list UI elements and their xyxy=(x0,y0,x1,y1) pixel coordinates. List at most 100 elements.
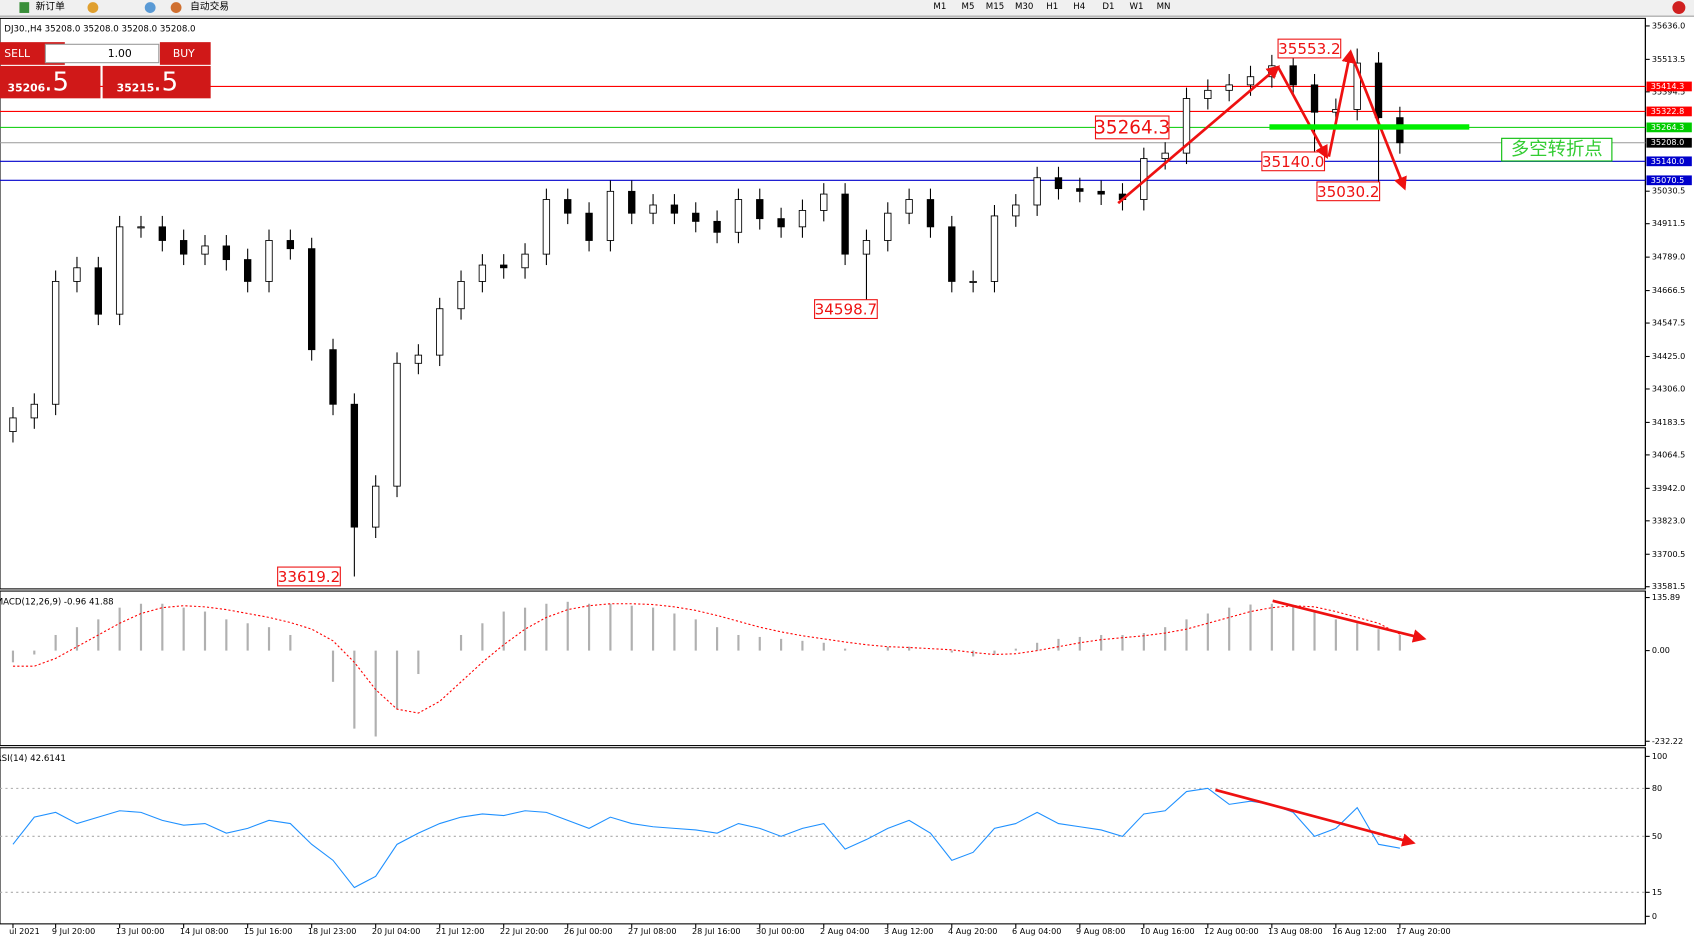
candle-body xyxy=(862,240,871,255)
candle-body xyxy=(884,212,892,241)
x-tick-label: 14 Jul 08:00 xyxy=(180,926,229,936)
y-tick-label: 50 xyxy=(1652,831,1662,841)
candle-body xyxy=(73,267,81,282)
y-tick-label: 34911.5 xyxy=(1652,218,1685,228)
y-tick-label: 33581.5 xyxy=(1652,581,1685,591)
candle-body xyxy=(564,199,572,214)
rsi-line xyxy=(12,787,1400,889)
candle-body xyxy=(1012,204,1020,217)
x-tick-label: 18 Jul 23:00 xyxy=(308,926,357,936)
timeframe-button[interactable]: M30 xyxy=(1015,2,1033,12)
panel-title: DJ30.,H4 35208.0 35208.0 35208.0 35208.0 xyxy=(4,25,195,35)
y-tick-label: 34306.0 xyxy=(1652,383,1685,393)
lots-input[interactable] xyxy=(44,43,160,64)
x-tick-label: 27 Jul 08:00 xyxy=(628,926,677,936)
price-tag xyxy=(1646,106,1692,117)
candle-body xyxy=(521,253,529,269)
x-tick-label: 10 Aug 16:00 xyxy=(1140,926,1195,936)
panel-title: RSI(14) 42.6141 xyxy=(0,754,66,764)
callout: 多空转折点 xyxy=(1511,139,1603,160)
icon[interactable] xyxy=(87,2,99,13)
candle-body xyxy=(1097,190,1105,195)
candle-body xyxy=(115,226,124,315)
candle-body xyxy=(1396,117,1404,144)
arrow xyxy=(1215,788,1416,847)
y-tick-label: 33700.5 xyxy=(1652,549,1685,559)
timeframe-button[interactable]: D1 xyxy=(1102,2,1114,12)
x-tick-label: 28 Jul 16:00 xyxy=(692,926,741,936)
price-label: 35264.3 xyxy=(1094,117,1170,138)
icon xyxy=(170,2,182,13)
timeframe-button[interactable]: M15 xyxy=(986,2,1004,12)
candle-body xyxy=(756,199,764,220)
y-tick-label: -232.22 xyxy=(1652,736,1683,746)
timeframe-button[interactable]: MN xyxy=(1157,2,1171,12)
price-tag xyxy=(1646,137,1692,148)
timeframe-button[interactable]: M1 xyxy=(933,2,946,12)
sell-label: SELL xyxy=(4,47,30,60)
buy-label: BUY xyxy=(173,47,195,60)
price-label-box xyxy=(1316,181,1381,202)
x-tick-label: 21 Jul 12:00 xyxy=(436,926,485,936)
timeframe-button[interactable]: M5 xyxy=(962,2,975,12)
candle-body xyxy=(1033,177,1041,206)
candle-body xyxy=(436,308,444,356)
price-label: 35030.2 xyxy=(1317,183,1379,201)
one-click-panel: SELL 1.00 BUY 35206 .5 35215 .5 xyxy=(0,42,211,99)
arrow xyxy=(1117,65,1281,205)
alert-icon[interactable] xyxy=(1672,1,1686,15)
y-tick-label: 34183.5 xyxy=(1652,417,1685,427)
price-tag-label: 35208.0 xyxy=(1651,137,1684,147)
x-tick-label: 2 Aug 04:00 xyxy=(820,926,869,936)
toolbar-bg xyxy=(0,0,1694,17)
icon[interactable] xyxy=(144,2,156,13)
y-tick-label: 0.00 xyxy=(1652,645,1670,655)
y-tick-label: 35394.5 xyxy=(1652,86,1685,96)
candle-body xyxy=(649,204,657,214)
candle-body xyxy=(1182,98,1191,154)
timeframe-button[interactable]: H4 xyxy=(1073,2,1085,12)
price-tag xyxy=(1646,156,1692,167)
candle-body xyxy=(478,264,487,282)
candle-body xyxy=(265,240,273,282)
candle-body xyxy=(457,280,465,310)
price-tag-label: 35414.3 xyxy=(1651,81,1684,91)
candle-body xyxy=(30,403,38,419)
price-label: 34598.7 xyxy=(815,301,877,319)
panel-frame xyxy=(0,590,1646,747)
candle-body xyxy=(1246,76,1255,86)
panel-title: MACD(12,26,9) -0.96 41.88 xyxy=(0,597,114,607)
candle-body xyxy=(713,220,721,233)
price-label-box xyxy=(1277,38,1342,59)
price-label: 35140.0 xyxy=(1262,153,1324,171)
sell-price-box[interactable] xyxy=(0,65,101,99)
arrow xyxy=(1327,49,1355,157)
x-tick-label: 20 Jul 04:00 xyxy=(372,926,421,936)
y-tick-label: 100 xyxy=(1652,751,1667,761)
price-label: 35553.2 xyxy=(1278,40,1340,58)
price-label-box xyxy=(814,299,878,319)
timeframe-button[interactable]: W1 xyxy=(1130,2,1144,12)
y-tick-label: 34789.0 xyxy=(1652,252,1685,262)
buy-price-box[interactable] xyxy=(102,65,211,99)
candle-body xyxy=(606,190,615,241)
price-tag xyxy=(1646,175,1692,186)
candle-body xyxy=(1289,65,1297,86)
arrows xyxy=(1117,49,1427,847)
x-tick-label: 4 Aug 20:00 xyxy=(948,926,997,936)
new-order-button[interactable]: 新订单 xyxy=(36,0,65,12)
candle-body xyxy=(1374,62,1383,119)
y-tick-label: 34064.5 xyxy=(1652,449,1685,459)
y-tick-label: 35513.5 xyxy=(1652,54,1685,64)
y-tick-label: 34666.5 xyxy=(1652,285,1685,295)
candle-body xyxy=(1353,62,1361,110)
price-label: 33619.2 xyxy=(278,568,340,586)
buy-button[interactable] xyxy=(159,42,211,65)
candle-body xyxy=(1204,89,1212,99)
candle-body xyxy=(798,210,807,228)
candle-body xyxy=(820,193,828,211)
price-tag xyxy=(1646,81,1692,92)
candle-body xyxy=(969,280,977,283)
timeframe-button[interactable]: H1 xyxy=(1046,2,1058,12)
auto-trading-button[interactable]: 自动交易 xyxy=(190,0,229,12)
